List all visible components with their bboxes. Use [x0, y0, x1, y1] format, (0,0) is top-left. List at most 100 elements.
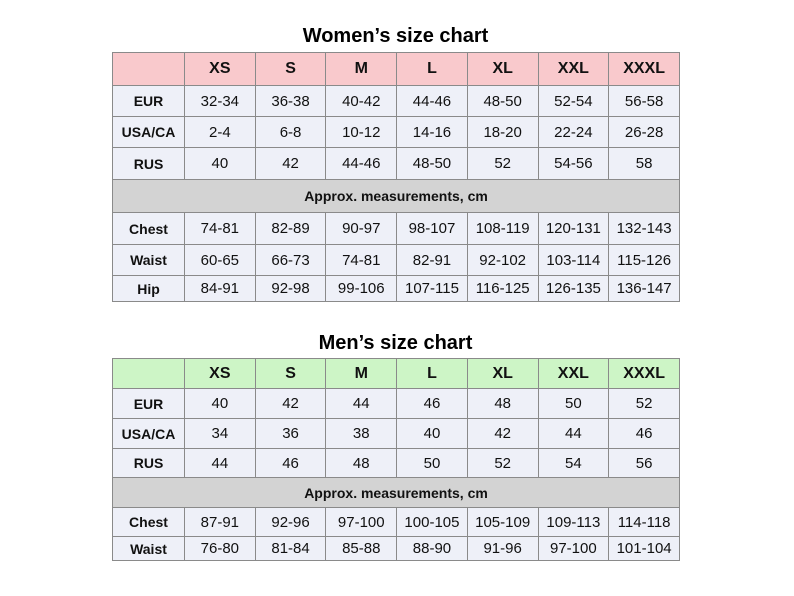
data-row: EUR 32-34 36-38 40-42 44-46 48-50 52-54 56-58	[112, 85, 680, 117]
cell: 98-107	[396, 212, 468, 245]
size-header: XXL	[537, 358, 610, 389]
cell: 38	[325, 418, 398, 449]
cell: 42	[254, 388, 327, 419]
cell: 22-24	[537, 116, 610, 148]
data-row: Hip 84-91 92-98 99-106 107-115 116-125 126-135…	[112, 275, 680, 302]
cell: 52	[466, 147, 539, 180]
size-header: L	[396, 52, 468, 86]
cell: 54-56	[537, 147, 610, 180]
cell: 108-119	[466, 212, 539, 245]
cell: 44	[184, 448, 256, 478]
cell: 85-88	[325, 536, 398, 561]
cell: 42	[254, 147, 327, 180]
row-label: RUS	[112, 147, 185, 180]
cell: 88-90	[396, 536, 468, 561]
cell: 48	[466, 388, 539, 419]
size-header: XXXL	[608, 358, 680, 389]
cell: 114-118	[608, 507, 680, 537]
cell: 120-131	[537, 212, 610, 245]
cell: 87-91	[184, 507, 256, 537]
men-title: Men’s size chart	[318, 332, 473, 354]
cell: 132-143	[608, 212, 680, 245]
cell: 52	[608, 388, 680, 419]
cell: 74-81	[325, 244, 398, 276]
cell: 115-126	[608, 244, 680, 276]
cell: 48-50	[396, 147, 468, 180]
data-row: USA/CA 2-4 6-8 10-12 14-16 18-20 22-24 26-28	[112, 116, 680, 148]
data-row: RUS 44 46 48 50 52 54 56	[112, 448, 680, 478]
cell: 42	[466, 418, 539, 449]
cell: 60-65	[184, 244, 256, 276]
women-size-table: XS S M L XL XXL XXXL EUR 32-34 36-38 40-42 44-46 48-…	[112, 52, 680, 302]
cell: 44-46	[325, 147, 398, 180]
cell: 44-46	[396, 85, 468, 117]
cell: 18-20	[466, 116, 539, 148]
cell: 52-54	[537, 85, 610, 117]
women-title: Women’s size chart	[302, 25, 489, 47]
size-header: XS	[184, 52, 256, 86]
row-label: RUS	[112, 448, 185, 478]
row-label: Chest	[112, 507, 185, 537]
size-header: XXXL	[608, 52, 680, 86]
cell: 52	[466, 448, 539, 478]
data-row: RUS 40 42 44-46 48-50 52 54-56 58	[112, 147, 680, 180]
size-header: S	[254, 52, 327, 86]
cell: 40	[184, 147, 256, 180]
row-label: Waist	[112, 244, 185, 276]
cell: 10-12	[325, 116, 398, 148]
size-header: L	[396, 358, 468, 389]
cell: 44	[325, 388, 398, 419]
cell: 48-50	[466, 85, 539, 117]
cell: 2-4	[184, 116, 256, 148]
cell: 66-73	[254, 244, 327, 276]
size-header: XL	[466, 358, 539, 389]
row-label: USA/CA	[112, 116, 185, 148]
size-header: M	[325, 52, 398, 86]
data-row: EUR 40 42 44 46 48 50 52	[112, 388, 680, 419]
men-size-table: XS S M L XL XXL XXXL EUR 40 42 44 46 48 50 52 USA/CA 34 3…	[112, 358, 680, 561]
data-row: Waist 76-80 81-84 85-88 88-90 91-96 97-100 101-…	[112, 536, 680, 561]
cell: 46	[254, 448, 327, 478]
size-header: XS	[184, 358, 256, 389]
cell: 34	[184, 418, 256, 449]
cell: 36-38	[254, 85, 327, 117]
cell: 97-100	[325, 507, 398, 537]
cell: 54	[537, 448, 610, 478]
cell: 92-102	[466, 244, 539, 276]
row-label: EUR	[112, 85, 185, 117]
data-row: Chest 74-81 82-89 90-97 98-107 108-119 120-131…	[112, 212, 680, 245]
data-row: Chest 87-91 92-96 97-100 100-105 105-109 109-1…	[112, 507, 680, 537]
cell: 82-91	[396, 244, 468, 276]
cell: 82-89	[254, 212, 327, 245]
cell: 126-135	[537, 275, 610, 302]
cell: 56-58	[608, 85, 680, 117]
cell: 40	[184, 388, 256, 419]
header-row: XS S M L XL XXL XXXL	[112, 52, 680, 86]
cell: 109-113	[537, 507, 610, 537]
data-row: USA/CA 34 36 38 40 42 44 46	[112, 418, 680, 449]
cell: 50	[537, 388, 610, 419]
header-row: XS S M L XL XXL XXXL	[112, 358, 680, 389]
cell: 116-125	[466, 275, 539, 302]
cell: 40	[396, 418, 468, 449]
cell: 56	[608, 448, 680, 478]
cell: 44	[537, 418, 610, 449]
cell: 101-104	[608, 536, 680, 561]
size-header: XL	[466, 52, 539, 86]
cell: 84-91	[184, 275, 256, 302]
cell: 92-98	[254, 275, 327, 302]
cell: 74-81	[184, 212, 256, 245]
cell: 100-105	[396, 507, 468, 537]
cell: 36	[254, 418, 327, 449]
cell: 91-96	[466, 536, 539, 561]
row-label: EUR	[112, 388, 185, 419]
cell: 103-114	[537, 244, 610, 276]
cell: 46	[608, 418, 680, 449]
cell: 48	[325, 448, 398, 478]
cell: 76-80	[184, 536, 256, 561]
row-label: USA/CA	[112, 418, 185, 449]
cell: 40-42	[325, 85, 398, 117]
note-row: Approx. measurements, cm	[112, 477, 680, 508]
cell: 90-97	[325, 212, 398, 245]
